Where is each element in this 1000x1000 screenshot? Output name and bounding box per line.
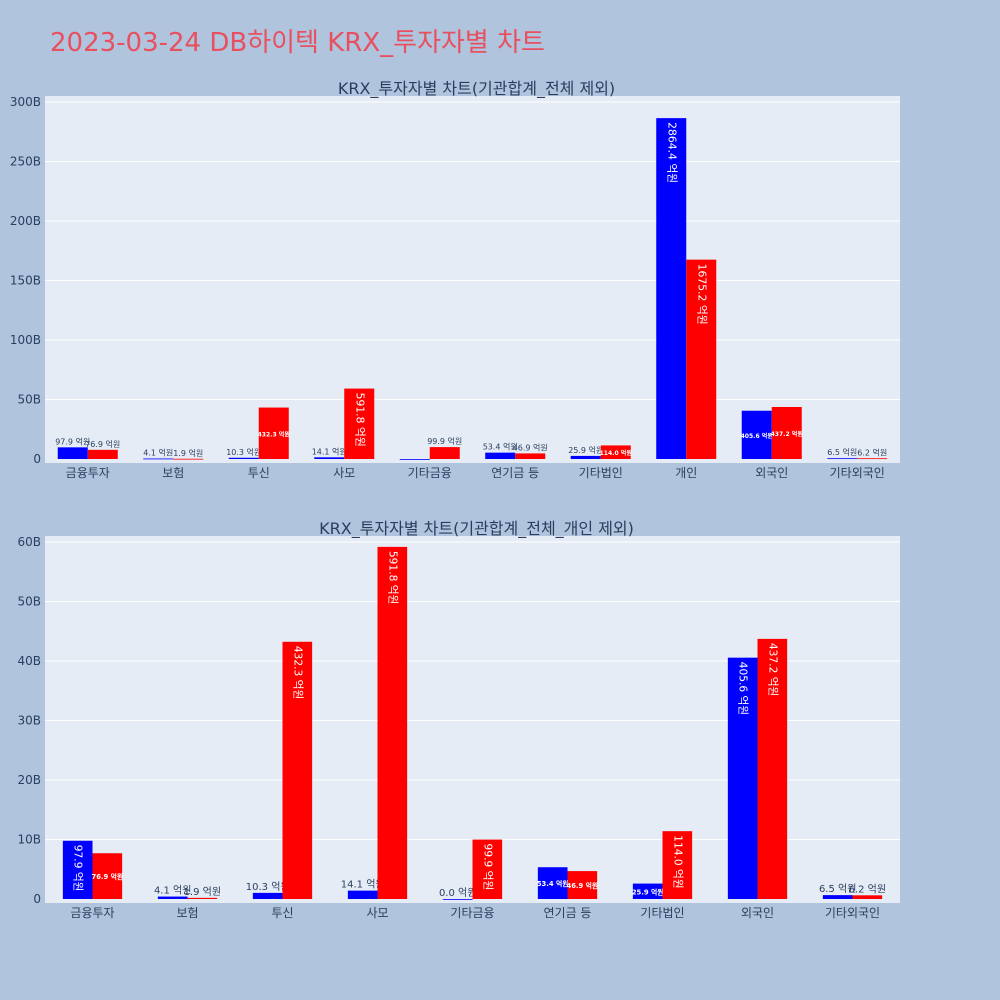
buy-bar	[827, 458, 857, 459]
sell-bar	[857, 458, 887, 459]
x-tick-label: 보험	[162, 466, 184, 480]
bar-value-label: 6.2 억원	[849, 883, 886, 895]
x-tick-label: 투신	[271, 906, 293, 920]
bar-value-label: 97.9 억원	[72, 845, 85, 892]
buy-bar	[348, 891, 378, 899]
y-tick-label: 0	[33, 892, 41, 906]
y-tick-label: 60B	[17, 535, 41, 549]
sell-bar	[88, 450, 118, 459]
bar-value-label: 1.9 억원	[173, 448, 203, 458]
bar-value-label: 432.3 억원	[291, 646, 304, 700]
buy-bar	[143, 459, 173, 460]
y-tick-label: 250B	[10, 155, 41, 169]
y-tick-label: 200B	[10, 214, 41, 228]
y-tick-label: 10B	[17, 833, 41, 847]
x-tick-label: 연기금 등	[544, 906, 592, 920]
bar-value-label: 405.6 억원	[741, 432, 774, 440]
bar-value-label: 53.4 억원	[537, 879, 569, 888]
bar-value-label: 76.9 억원	[91, 872, 123, 881]
x-tick-label: 기타금융	[450, 906, 494, 920]
x-tick-label: 개인	[675, 466, 697, 480]
sell-bar	[430, 447, 460, 459]
charts-canvas: 0 50B 100B 150B 200B 250B 300B KRX_투자자별 차트(기관합계…	[0, 0, 1000, 1000]
x-tick-label: 기타금융	[408, 466, 452, 480]
bar-value-label: 4.1 억원	[143, 448, 173, 458]
bar-value-label: 25.9 억원	[632, 887, 664, 896]
x-tick-label: 연기금 등	[491, 466, 539, 480]
y-tick-label: 0	[33, 452, 41, 466]
x-tick-label: 금융투자	[66, 466, 110, 480]
y-tick-label: 100B	[10, 333, 41, 347]
x-tick-label: 외국인	[741, 906, 774, 920]
buy-bar	[571, 456, 601, 459]
bar-value-label: 437.2 억원	[771, 430, 804, 438]
x-tick-label: 보험	[176, 906, 198, 920]
bar-value-label: 46.9 억원	[566, 881, 598, 890]
x-tick-label: 외국인	[755, 466, 788, 480]
bar-value-label: 6.5 억원	[827, 447, 857, 457]
bar-value-label: 99.9 억원	[427, 436, 462, 446]
bar-value-label: 2864.4 억원	[665, 122, 678, 183]
sell-bar	[188, 898, 218, 899]
buy-bar	[58, 447, 88, 459]
buy-bar	[314, 457, 344, 459]
bar-value-label: 405.6 억원	[737, 662, 750, 716]
chart-title-1: KRX_투자자별 차트(기관합계_전체 제외)	[338, 79, 615, 99]
bar-value-label: 99.9 억원	[481, 844, 494, 891]
bar-value-label: 114.0 억원	[600, 449, 633, 457]
chart-title-2: KRX_투자자별 차트(기관합계_전체_개인 제외)	[319, 519, 634, 539]
sell-bar	[173, 459, 203, 460]
x-tick-label: 금융투자	[70, 906, 114, 920]
buy-bar	[400, 459, 430, 460]
x-tick-label: 투신	[248, 466, 270, 480]
bar-value-label: 0.0 억원	[439, 887, 476, 899]
bar-value-label: 1.9 억원	[184, 886, 221, 898]
x-tick-label: 기타법인	[579, 466, 623, 480]
y-tick-label: 30B	[17, 714, 41, 728]
sell-bar	[515, 453, 545, 459]
y-tick-label: 50B	[17, 595, 41, 609]
bar-value-label: 114.0 억원	[671, 835, 684, 889]
bar-value-label: 591.8 억원	[353, 393, 366, 447]
buy-bar	[229, 458, 259, 459]
bar-value-label: 6.2 억원	[857, 447, 887, 457]
bar-value-label: 432.3 억원	[258, 430, 291, 438]
bar-value-label: 1675.2 억원	[695, 264, 708, 325]
y-tick-label: 40B	[17, 654, 41, 668]
y-tick-label: 20B	[17, 773, 41, 787]
bar-value-label: 76.9 억원	[85, 439, 120, 449]
x-tick-label: 기타외국인	[825, 906, 880, 920]
bar-value-label: 10.3 억원	[226, 447, 261, 457]
x-tick-label: 사모	[366, 906, 388, 920]
buy-bar	[485, 453, 515, 459]
bar-value-label: 437.2 억원	[766, 643, 779, 697]
buy-bar	[823, 895, 853, 899]
y-tick-label: 150B	[10, 274, 41, 288]
x-tick-label: 기타법인	[640, 906, 684, 920]
buy-bar	[253, 893, 283, 899]
x-tick-label: 기타외국인	[830, 466, 885, 480]
sell-bar	[853, 895, 883, 899]
bar-value-label: 25.9 억원	[568, 445, 603, 455]
y-tick-label: 300B	[10, 95, 41, 109]
bar-value-label: 46.9 억원	[513, 442, 548, 452]
y-tick-label: 50B	[17, 393, 41, 407]
bar-value-label: 591.8 억원	[386, 551, 399, 605]
buy-bar	[443, 899, 473, 900]
x-tick-label: 사모	[333, 466, 355, 480]
bar-value-label: 14.1 억원	[312, 446, 347, 456]
